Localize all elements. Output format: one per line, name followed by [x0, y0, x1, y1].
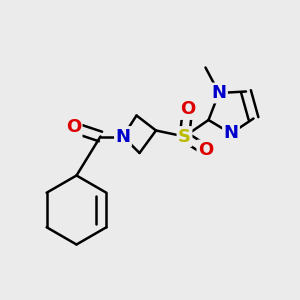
Text: O: O	[198, 141, 213, 159]
Text: O: O	[180, 100, 195, 118]
Text: S: S	[178, 128, 191, 146]
Text: N: N	[224, 124, 238, 142]
Text: O: O	[66, 118, 81, 136]
Text: N: N	[212, 84, 226, 102]
Text: N: N	[116, 128, 130, 146]
